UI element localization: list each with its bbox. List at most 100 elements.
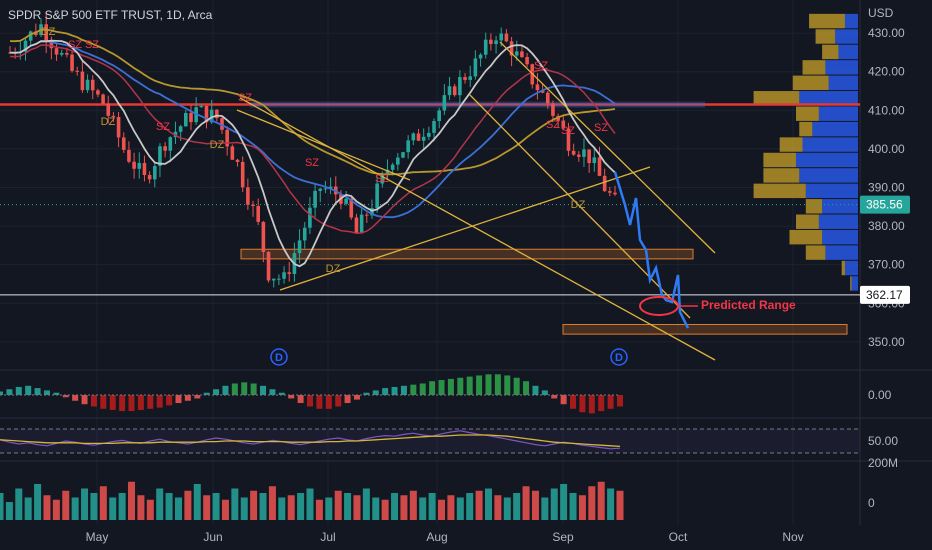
candle-body [514, 51, 519, 56]
candle-body [504, 33, 509, 42]
trend-line [236, 109, 411, 181]
oscillator-bar [241, 382, 248, 395]
volume-bar [203, 495, 211, 520]
volume-bar [344, 493, 352, 520]
volume-bar [52, 499, 60, 520]
volume-profile-sell-bar [825, 245, 858, 260]
oscillator-bar [316, 395, 323, 409]
candle-body [85, 79, 90, 91]
candle-body [28, 31, 33, 41]
volume-profile-sell-bar [799, 91, 858, 106]
volume-bar [550, 488, 558, 520]
volume-bar [62, 490, 70, 520]
forecast-path [613, 171, 690, 329]
price-axis-tick-label: 350.00 [868, 335, 905, 349]
supply-zone-label: SZ [156, 121, 170, 133]
price-axis-tick-label: 370.00 [868, 258, 905, 272]
candle-body [261, 221, 266, 252]
volume-profile-buy-bar [796, 214, 819, 229]
volume-bar [90, 493, 98, 520]
candle-body [447, 86, 452, 96]
volume-profile-buy-bar [802, 60, 826, 75]
oscillator-bar [100, 395, 107, 409]
moving-average-gold [9, 28, 616, 176]
current-price-label: 385.56 [866, 198, 903, 212]
volume-bar [5, 502, 13, 520]
candle-body [442, 95, 447, 111]
oscillator-bar [72, 395, 79, 401]
time-axis-label: Oct [669, 530, 688, 544]
candle-body [499, 33, 504, 41]
oscillator-bar [307, 395, 313, 407]
candle-body [132, 161, 136, 169]
candle-body [302, 227, 307, 241]
supply-zone-label: SZ [546, 119, 560, 131]
candle-body [359, 214, 364, 234]
candle-body [65, 52, 69, 55]
candle-body [452, 86, 457, 96]
volume-bar [184, 490, 192, 520]
oscillator-bar [288, 395, 295, 399]
supply-zone-label: SZ [85, 39, 99, 51]
candle-body [23, 40, 28, 52]
oscillator-bar [222, 385, 229, 395]
candle-body [54, 48, 59, 55]
oscillator-bar [137, 395, 144, 410]
volume-profile-sell-bar [844, 260, 858, 276]
price-axis-tick-label: 430.00 [868, 26, 905, 40]
price-axis-tick-label: 410.00 [868, 103, 905, 117]
supply-zone-label: SZ [561, 125, 575, 137]
volume-bar [137, 495, 145, 520]
volume-profile-sell-bar [796, 152, 858, 168]
volume-axis-label-zero: 0 [868, 496, 875, 510]
volume-bar [381, 499, 389, 520]
rsi-band [0, 429, 860, 453]
volume-profile-buy-bar [763, 168, 800, 183]
candle-body [551, 103, 555, 116]
demand-zone-label: DZ [41, 26, 56, 38]
candle-body [220, 118, 224, 130]
candle-body [540, 90, 545, 93]
dividend-marker [270, 348, 288, 366]
volume-profile-buy-bar [799, 121, 813, 137]
volume-profile-sell-bar [805, 183, 858, 199]
oscillator-bar [156, 395, 163, 408]
volume-bar [607, 488, 615, 520]
candle-body [489, 39, 493, 45]
volume-bar [146, 499, 154, 520]
rsi-axis-label: 50.00 [868, 434, 898, 448]
volume-bar [334, 490, 342, 520]
candle-body [463, 77, 467, 80]
volume-profile-buy-bar [779, 137, 803, 152]
candle-body [437, 110, 441, 122]
chart-title: SPDR S&P 500 ETF TRUST, 1D, Arca [8, 8, 213, 22]
volume-bar [71, 497, 79, 520]
candle-body [545, 92, 550, 104]
volume-bar [315, 499, 323, 520]
candle-body [199, 105, 204, 108]
candle-body [396, 157, 400, 165]
candle-body [561, 120, 566, 129]
oscillator-bar [297, 395, 304, 404]
moving-average-red [9, 44, 616, 235]
oscillator-bar [25, 385, 32, 395]
volume-bar [165, 493, 173, 520]
volume-bar [597, 481, 605, 520]
volume-bar [259, 493, 267, 520]
volume-bar [541, 497, 549, 520]
trend-line [239, 97, 716, 361]
supply-zone-label: SZ [375, 173, 389, 185]
candle-body [158, 146, 162, 166]
current-price-badge [860, 195, 910, 214]
oscillator-bar [147, 395, 154, 409]
candle-body [106, 103, 111, 116]
oscillator-bar [579, 395, 586, 413]
oscillator-bar [250, 383, 257, 395]
demand-zone [562, 323, 848, 335]
demand-zone-label: DZ [101, 116, 116, 128]
candle-body [354, 217, 359, 234]
rsi-signal-line [0, 434, 621, 448]
candle-body [96, 90, 100, 95]
volume-bar [484, 488, 492, 520]
